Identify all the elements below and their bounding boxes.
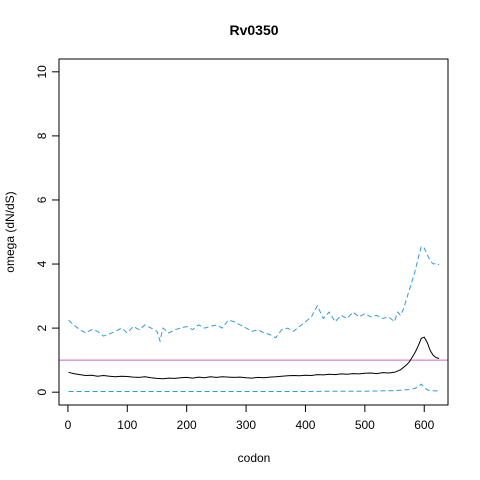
chart-title: Rv0350 [229, 22, 278, 38]
x-tick-label: 500 [355, 418, 375, 432]
y-tick-label: 8 [35, 132, 49, 139]
x-tick-label: 0 [65, 418, 72, 432]
y-tick-label: 6 [35, 196, 49, 203]
x-tick-label: 400 [295, 418, 315, 432]
x-axis-label: codon [238, 451, 271, 465]
y-tick-label: 0 [35, 389, 49, 396]
series-line-2 [68, 245, 440, 343]
x-tick-label: 600 [414, 418, 434, 432]
y-axis-label: omega (dN/dS) [3, 191, 17, 272]
plot-frame [58, 58, 449, 406]
y-tick-label: 4 [35, 260, 49, 267]
series-line-3 [68, 383, 440, 392]
y-tick-label: 2 [35, 324, 49, 331]
x-tick-label: 200 [177, 418, 197, 432]
x-tick-label: 100 [117, 418, 137, 432]
plot-area [59, 245, 448, 392]
y-tick-label: 10 [35, 65, 49, 79]
x-tick-label: 300 [236, 418, 256, 432]
series-line-1 [68, 336, 440, 380]
